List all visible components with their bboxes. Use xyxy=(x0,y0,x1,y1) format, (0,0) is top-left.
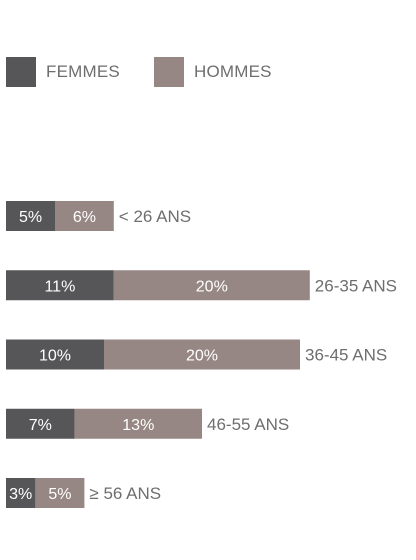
bar-femmes-under-26 xyxy=(6,201,55,231)
legend-label-femmes: FEMMES xyxy=(46,62,120,81)
data-label-femmes-under-26: 5% xyxy=(19,209,42,226)
category-label-56-plus: ≥ 56 ANS xyxy=(89,484,161,503)
data-label-hommes-36-45-ans: 20% xyxy=(186,348,218,365)
bar-hommes-46-55-ans xyxy=(74,408,202,439)
legend-swatch-hommes xyxy=(154,57,184,87)
legend-swatch-femmes xyxy=(6,57,36,87)
bar-femmes-26-35-ans xyxy=(6,270,114,301)
bar-hommes-56-plus xyxy=(35,478,85,508)
data-label-hommes-46-55-ans: 13% xyxy=(122,417,154,434)
bar-hommes-36-45-ans xyxy=(104,339,300,370)
data-label-hommes-26-35-ans: 20% xyxy=(196,278,228,295)
data-label-femmes-36-45-ans: 10% xyxy=(39,348,71,365)
legend-hommes: HOMMES xyxy=(154,57,272,87)
legend-femmes: FEMMES xyxy=(6,57,120,87)
data-label-hommes-under-26: 6% xyxy=(73,209,96,226)
category-label-under-26: < 26 ANS xyxy=(119,207,191,226)
data-label-hommes-56-plus: 5% xyxy=(48,486,71,503)
bar-hommes-under-26 xyxy=(55,201,114,231)
legend-label-hommes: HOMMES xyxy=(194,62,272,81)
category-label-36-45-ans: 36-45 ANS xyxy=(305,346,387,365)
bar-femmes-46-55-ans xyxy=(6,408,75,439)
bar-femmes-36-45-ans xyxy=(6,339,104,370)
data-label-femmes-46-55-ans: 7% xyxy=(29,417,52,434)
data-label-femmes-56-plus: 3% xyxy=(9,486,32,503)
category-label-26-35-ans: 26-35 ANS xyxy=(315,276,397,295)
bar-femmes-56-plus xyxy=(6,478,36,508)
category-label-46-55-ans: 46-55 ANS xyxy=(207,415,289,434)
bar-hommes-26-35-ans xyxy=(113,270,310,301)
data-label-femmes-26-35-ans: 11% xyxy=(44,278,75,295)
